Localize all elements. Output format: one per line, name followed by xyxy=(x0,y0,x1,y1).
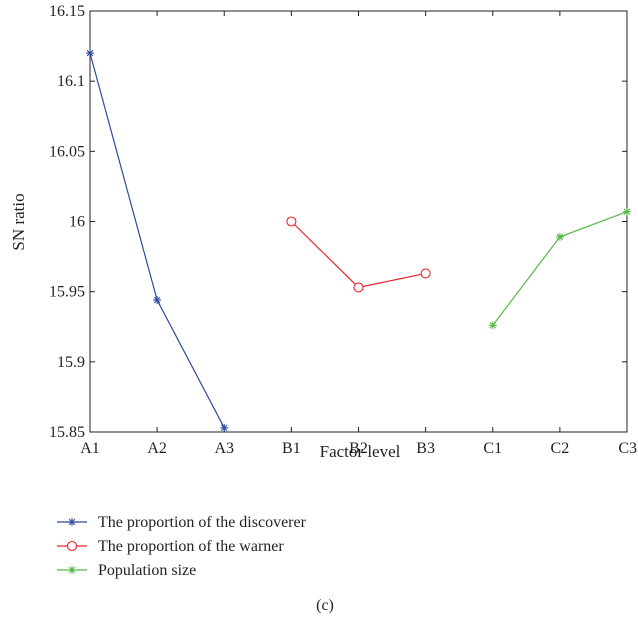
data-point xyxy=(86,49,94,58)
figure-caption: (c) xyxy=(316,597,334,614)
y-tick-label: 16.1 xyxy=(57,73,85,90)
x-tick-label: B3 xyxy=(416,440,435,457)
y-tick-label: 15.95 xyxy=(49,284,85,301)
legend-marker xyxy=(68,518,76,526)
y-tick-label: 16.15 xyxy=(49,3,85,20)
series-line-2 xyxy=(290,221,426,289)
y-tick-label: 15.9 xyxy=(57,354,85,371)
y-tick-label: 16.05 xyxy=(49,143,85,160)
x-tick-label: C1 xyxy=(483,440,502,457)
legend-label: The proportion of the warner xyxy=(98,538,284,555)
data-point xyxy=(623,207,631,216)
data-point xyxy=(420,268,431,279)
series-lines xyxy=(86,49,631,432)
data-point xyxy=(286,216,297,227)
y-tick-label: 15.85 xyxy=(49,424,85,441)
series-line-3 xyxy=(492,211,628,326)
x-tick-label: B2 xyxy=(349,440,368,457)
x-axis-label: Factor level xyxy=(320,442,401,461)
data-point xyxy=(488,321,497,330)
legend: The proportion of the discoverer The prop… xyxy=(57,514,307,579)
plot-border xyxy=(89,10,628,433)
legend-label: Population size xyxy=(98,562,196,579)
legend-item: The proportion of the discoverer xyxy=(57,514,307,531)
y-axis-label: SN ratio xyxy=(9,193,28,250)
x-tick-label: A3 xyxy=(214,440,234,457)
series-line-1 xyxy=(89,52,225,429)
x-tick-label: B1 xyxy=(282,440,301,457)
x-tick-label: A1 xyxy=(80,440,100,457)
legend-marker xyxy=(66,540,78,552)
x-tick-label: C2 xyxy=(551,440,570,457)
data-point xyxy=(153,296,162,305)
y-axis-ticks: 15.85 15.9 15.95 16 16.05 16.1 16.15 xyxy=(49,3,627,441)
plot-area xyxy=(89,10,628,433)
y-tick-label: 16 xyxy=(69,214,85,231)
data-point xyxy=(353,282,364,293)
x-axis-ticks: A1 A2 A3 B1 B2 B3 C1 C2 C3 xyxy=(80,11,637,457)
legend-label: The proportion of the discoverer xyxy=(98,514,307,531)
legend-item: The proportion of the warner xyxy=(57,538,284,555)
x-tick-label: A2 xyxy=(147,440,167,457)
legend-item: Population size xyxy=(57,562,196,579)
x-tick-label: C3 xyxy=(618,440,637,457)
data-point xyxy=(555,232,564,241)
legend-marker xyxy=(68,566,76,574)
data-point xyxy=(220,423,229,432)
